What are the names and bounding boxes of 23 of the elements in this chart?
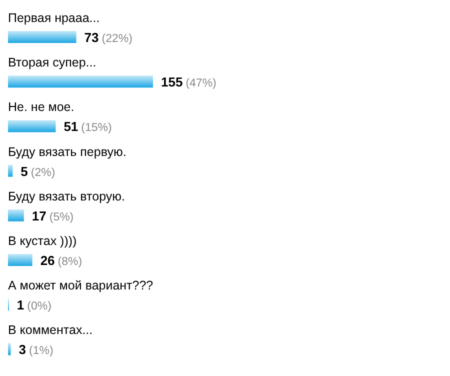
- bar: [8, 254, 32, 266]
- data-label: 3 (1%): [18, 342, 54, 358]
- y-tick-label: В комментах...: [8, 323, 93, 338]
- y-tick-label: Буду вязать первую.: [8, 144, 126, 159]
- y-tick-label: Буду вязать вторую.: [8, 189, 125, 204]
- y-tick-label: Первая нрааа...: [8, 11, 100, 25]
- data-label: 155 (47%): [161, 74, 217, 90]
- y-tick-label: А может мой вариант???: [8, 278, 154, 293]
- bar: [8, 164, 13, 177]
- bar: [8, 76, 153, 88]
- data-label: 5 (2%): [20, 164, 56, 179]
- y-tick-label: Не. не мое.: [8, 100, 74, 114]
- data-label: 51 (15%): [64, 119, 112, 134]
- data-label: 26 (8%): [40, 253, 82, 268]
- bar: [8, 120, 56, 132]
- data-label: 1 (0%): [16, 298, 52, 313]
- bar: [8, 209, 24, 222]
- bar: [8, 31, 76, 43]
- y-tick-label: Вторая супер...: [8, 56, 96, 70]
- data-label: 17 (5%): [32, 208, 74, 224]
- data-label: 73 (22%): [84, 30, 133, 45]
- y-tick-label: В кустах )))): [8, 234, 77, 248]
- bar: [8, 343, 11, 356]
